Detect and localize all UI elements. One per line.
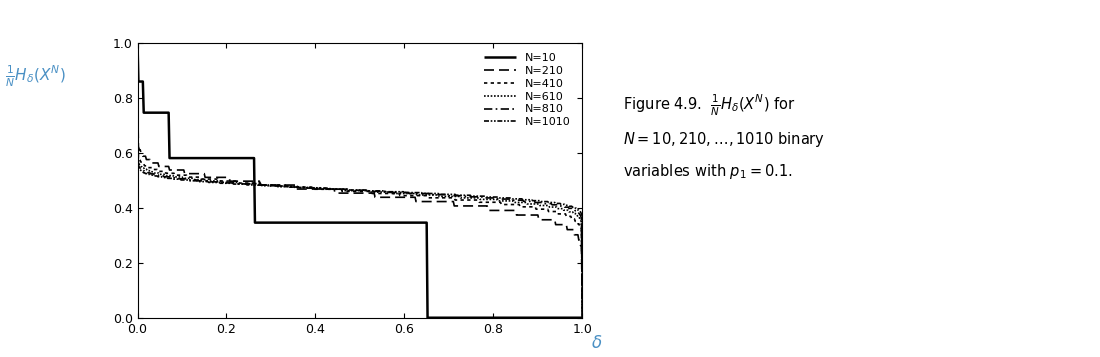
N=210 xyxy=(260,183,273,187)
Text: $\delta$: $\delta$ xyxy=(592,334,603,352)
N=1010 xyxy=(422,191,436,196)
N=610 xyxy=(241,181,254,186)
N=610 xyxy=(575,316,589,320)
N=1010 xyxy=(241,183,254,187)
N=810 xyxy=(422,192,436,197)
N=210 xyxy=(417,200,430,204)
N=610 xyxy=(260,183,273,187)
N=1010 xyxy=(417,191,430,196)
N=610 xyxy=(293,186,306,190)
Y-axis label: $\frac{1}{N} H_\delta(X^N)$: $\frac{1}{N} H_\delta(X^N)$ xyxy=(6,63,66,89)
N=610 xyxy=(499,199,513,203)
N=210 xyxy=(131,81,144,85)
N=10 xyxy=(260,221,273,225)
N=210 xyxy=(575,316,589,320)
N=10 xyxy=(131,41,144,45)
N=210 xyxy=(422,200,436,204)
N=410 xyxy=(575,316,589,320)
N=410 xyxy=(417,193,430,198)
N=810 xyxy=(131,126,144,130)
N=210 xyxy=(241,179,254,183)
N=610 xyxy=(417,193,430,197)
N=210 xyxy=(499,208,513,212)
N=410 xyxy=(131,105,144,109)
N=410 xyxy=(241,181,254,185)
N=810 xyxy=(499,197,513,201)
Legend: N=10, N=210, N=410, N=610, N=810, N=1010: N=10, N=210, N=410, N=610, N=810, N=1010 xyxy=(482,51,572,130)
N=10 xyxy=(293,221,306,225)
Line: N=10: N=10 xyxy=(138,43,582,318)
N=810 xyxy=(241,182,254,186)
N=610 xyxy=(422,193,436,197)
N=210 xyxy=(293,187,306,191)
N=1010 xyxy=(131,132,144,136)
N=410 xyxy=(499,202,513,207)
N=810 xyxy=(575,316,589,320)
Line: N=1010: N=1010 xyxy=(138,134,582,318)
N=810 xyxy=(260,183,273,187)
N=10 xyxy=(500,316,514,320)
N=10 xyxy=(575,316,589,320)
N=410 xyxy=(422,196,436,200)
N=1010 xyxy=(499,196,513,200)
N=1010 xyxy=(575,316,589,320)
N=810 xyxy=(293,185,306,189)
Text: Figure 4.9.  $\frac{1}{N}H_\delta(X^N)$ for
$N = 10, 210, \ldots, 1010$ binary
v: Figure 4.9. $\frac{1}{N}H_\delta(X^N)$ f… xyxy=(623,92,825,181)
Line: N=210: N=210 xyxy=(138,83,582,318)
N=810 xyxy=(417,191,430,196)
Line: N=410: N=410 xyxy=(138,107,582,318)
N=10 xyxy=(241,156,254,160)
N=610 xyxy=(131,118,144,122)
N=10 xyxy=(421,316,434,320)
N=10 xyxy=(424,316,437,320)
N=1010 xyxy=(260,183,273,188)
N=410 xyxy=(260,183,273,187)
N=1010 xyxy=(293,185,306,190)
N=410 xyxy=(293,185,306,189)
N=10 xyxy=(417,221,430,225)
Line: N=810: N=810 xyxy=(138,128,582,318)
Line: N=610: N=610 xyxy=(138,120,582,318)
